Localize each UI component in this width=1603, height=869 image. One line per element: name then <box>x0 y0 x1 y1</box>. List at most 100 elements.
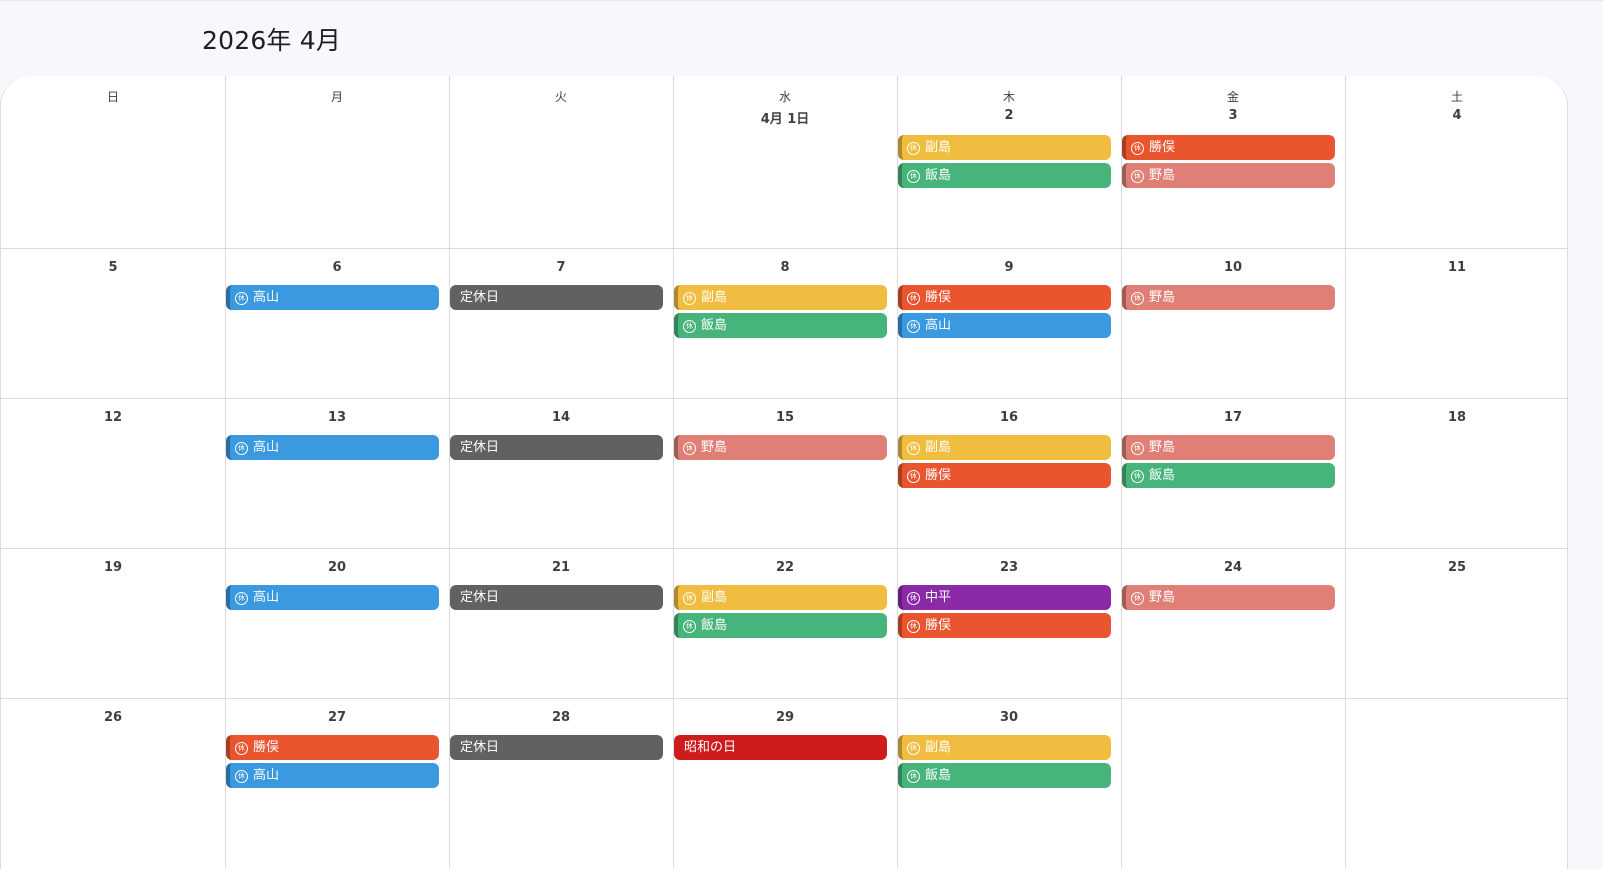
day-number[interactable]: 6 <box>332 260 342 275</box>
event-chip[interactable]: 昭和の日 <box>674 735 887 760</box>
event-chip[interactable]: 休野島 <box>674 435 887 460</box>
event-chip[interactable]: 休野島 <box>1122 285 1335 310</box>
day-number[interactable]: 16 <box>999 410 1019 425</box>
day-number[interactable]: 18 <box>1447 410 1467 425</box>
event-chip[interactable]: 定休日 <box>450 285 663 310</box>
event-chip[interactable]: 定休日 <box>450 435 663 460</box>
day-number[interactable]: 27 <box>327 710 347 725</box>
event-chip[interactable]: 休高山 <box>226 585 439 610</box>
weekday-header: 火 <box>554 90 567 104</box>
day-number[interactable]: 26 <box>103 710 123 725</box>
column-divider <box>673 76 674 869</box>
day-number[interactable]: 7 <box>556 260 566 275</box>
holiday-icon: 休 <box>907 142 920 155</box>
weekday-header: 月 <box>330 90 343 104</box>
event-chip[interactable]: 休勝俣 <box>226 735 439 760</box>
day-number[interactable]: 21 <box>551 560 571 575</box>
holiday-icon: 休 <box>1131 170 1144 183</box>
event-label: 野島 <box>1149 168 1176 183</box>
event-chip[interactable]: 休高山 <box>226 285 439 310</box>
day-number[interactable]: 10 <box>1223 260 1243 275</box>
event-chip[interactable]: 休中平 <box>898 585 1111 610</box>
holiday-icon: 休 <box>235 592 248 605</box>
event-chip[interactable]: 休高山 <box>226 435 439 460</box>
event-label: 高山 <box>253 768 280 783</box>
holiday-icon: 休 <box>907 170 920 183</box>
day-number[interactable]: 12 <box>103 410 123 425</box>
event-chip[interactable]: 休勝俣 <box>898 285 1111 310</box>
holiday-icon: 休 <box>907 620 920 633</box>
holiday-icon: 休 <box>907 742 920 755</box>
holiday-icon: 休 <box>1131 292 1144 305</box>
day-number[interactable]: 23 <box>999 560 1019 575</box>
event-label: 飯島 <box>1149 468 1176 483</box>
event-chip[interactable]: 休野島 <box>1122 585 1335 610</box>
holiday-icon: 休 <box>235 442 248 455</box>
day-number[interactable]: 20 <box>327 560 347 575</box>
event-chip[interactable]: 休飯島 <box>1122 463 1335 488</box>
event-label: 副島 <box>925 140 952 155</box>
row-divider <box>1 398 1567 399</box>
holiday-icon: 休 <box>1131 142 1144 155</box>
event-chip[interactable]: 休副島 <box>674 285 887 310</box>
day-number[interactable]: 22 <box>775 560 795 575</box>
holiday-icon: 休 <box>1131 470 1144 483</box>
event-label: 野島 <box>1149 440 1176 455</box>
day-number[interactable]: 15 <box>775 410 795 425</box>
event-chip[interactable]: 休飯島 <box>674 613 887 638</box>
event-label: 副島 <box>925 740 952 755</box>
holiday-icon: 休 <box>907 770 920 783</box>
event-label: 副島 <box>701 590 728 605</box>
holiday-icon: 休 <box>907 442 920 455</box>
day-number[interactable]: 13 <box>327 410 347 425</box>
day-number[interactable]: 24 <box>1223 560 1243 575</box>
event-label: 飯島 <box>701 618 728 633</box>
weekday-header: 水 <box>778 90 791 104</box>
event-label: 野島 <box>701 440 728 455</box>
event-label: 副島 <box>701 290 728 305</box>
event-chip[interactable]: 休野島 <box>1122 435 1335 460</box>
day-number[interactable]: 5 <box>108 260 118 275</box>
event-chip[interactable]: 休勝俣 <box>898 463 1111 488</box>
event-chip[interactable]: 定休日 <box>450 735 663 760</box>
event-chip[interactable]: 休野島 <box>1122 163 1335 188</box>
day-number[interactable]: 30 <box>999 710 1019 725</box>
event-chip[interactable]: 休勝俣 <box>1122 135 1335 160</box>
weekday-header: 土 <box>1450 90 1463 104</box>
day-number[interactable]: 19 <box>103 560 123 575</box>
holiday-icon: 休 <box>683 620 696 633</box>
day-number[interactable]: 4月 1日 <box>760 112 810 127</box>
month-title: 2026年 4月 <box>202 26 342 55</box>
day-number[interactable]: 14 <box>551 410 571 425</box>
event-chip[interactable]: 休副島 <box>674 585 887 610</box>
event-chip[interactable]: 休副島 <box>898 435 1111 460</box>
day-number[interactable]: 3 <box>1228 108 1238 123</box>
holiday-icon: 休 <box>907 592 920 605</box>
event-chip[interactable]: 休飯島 <box>898 163 1111 188</box>
event-chip[interactable]: 休勝俣 <box>898 613 1111 638</box>
holiday-icon: 休 <box>1131 442 1144 455</box>
day-number[interactable]: 29 <box>775 710 795 725</box>
day-number[interactable]: 25 <box>1447 560 1467 575</box>
day-number[interactable]: 9 <box>1004 260 1014 275</box>
holiday-icon: 休 <box>907 292 920 305</box>
month-grid: 日月火水木金土 4月 1日 2 休副島休飯島 3 休勝俣休野島 4 5 6 休高山 7 定休日 8 休副島… <box>0 76 1568 869</box>
event-chip[interactable]: 休高山 <box>898 313 1111 338</box>
day-number[interactable]: 2 <box>1004 108 1014 123</box>
day-number[interactable]: 28 <box>551 710 571 725</box>
day-number[interactable]: 8 <box>780 260 790 275</box>
event-label: 中平 <box>925 590 952 605</box>
day-number[interactable]: 17 <box>1223 410 1243 425</box>
day-number[interactable]: 11 <box>1447 260 1467 275</box>
event-chip[interactable]: 休飯島 <box>674 313 887 338</box>
event-chip[interactable]: 定休日 <box>450 585 663 610</box>
event-chip[interactable]: 休副島 <box>898 135 1111 160</box>
holiday-icon: 休 <box>235 292 248 305</box>
holiday-icon: 休 <box>1131 592 1144 605</box>
event-chip[interactable]: 休飯島 <box>898 763 1111 788</box>
day-number[interactable]: 4 <box>1452 108 1462 123</box>
event-chip[interactable]: 休副島 <box>898 735 1111 760</box>
row-divider <box>1 698 1567 699</box>
event-chip[interactable]: 休高山 <box>226 763 439 788</box>
event-label: 高山 <box>253 440 280 455</box>
